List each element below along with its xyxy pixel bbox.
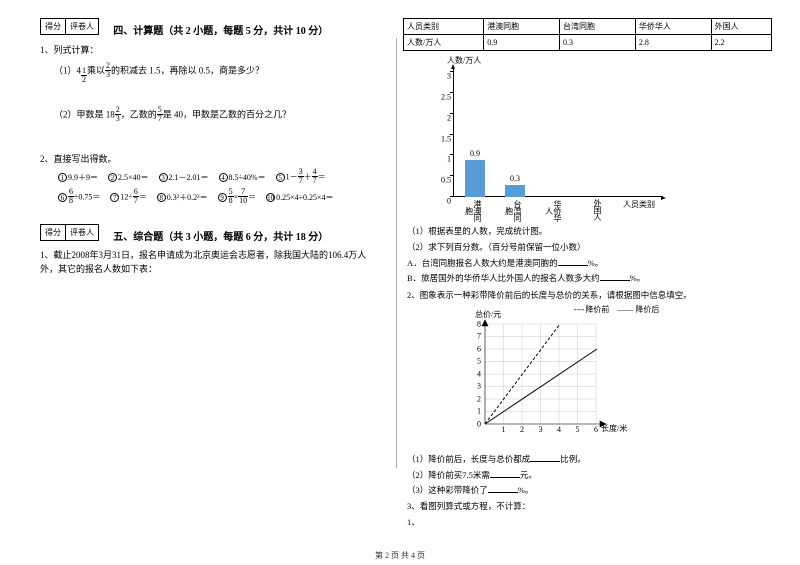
td: 2.2 — [711, 35, 771, 51]
left-column: 得分 评卷人 四、计算题（共 2 小题，每题 5 分，共计 10 分） 1、列式… — [0, 0, 385, 545]
td: 0.3 — [560, 35, 636, 51]
td: 2.8 — [635, 35, 711, 51]
arrow-up-icon — [451, 64, 455, 69]
q1a-post: 的积减去 1.5，再除以 0.5，商是多少？ — [111, 66, 264, 76]
lc-xtick: 5 — [576, 425, 580, 434]
s5-q1: 1、截止2008年3月31日，报名申请成为北京奥运会志愿者，除我国大陆的106.… — [40, 249, 373, 276]
expr-row-2: 668÷0.75＝ 712÷67＝ 80.3²＋0.2²＝ 958×710＝ 1… — [58, 189, 373, 206]
bar: 0.3 — [505, 185, 525, 198]
table-row: 人员类别 港澳同胞 台湾同胞 华侨华人 外国人 — [404, 19, 772, 35]
lc-ytick: 6 — [477, 344, 481, 353]
tick-label: 2.5 — [441, 92, 451, 101]
lc-xtick: 2 — [520, 425, 524, 434]
data-table: 人员类别 港澳同胞 台湾同胞 华侨华人 外国人 人数/万人 0.9 0.3 2.… — [403, 18, 772, 51]
category-label: 外国人 — [589, 199, 601, 220]
line-chart-svg — [473, 319, 633, 449]
q1a-pre: （1）4 — [54, 66, 81, 76]
lc-ytick: 2 — [477, 394, 481, 403]
q1a-mid: 乘以 — [87, 66, 105, 76]
th: 港澳同胞 — [484, 19, 560, 35]
bar: 0.9 — [465, 160, 485, 198]
score-box-4: 得分 评卷人 — [40, 18, 99, 35]
page-footer: 第 2 页 共 4 页 — [0, 550, 800, 561]
lc-xtick: 4 — [557, 425, 561, 434]
q2-a: （1）降价前后，长度与总价都成比例。 — [407, 453, 772, 466]
lc-ytick: 3 — [477, 382, 481, 391]
dash-icon: - - - - — [574, 305, 584, 314]
lc-xtick: 6 — [594, 425, 598, 434]
sq1-a: （1）根据表里的人数，完成统计图。 — [407, 225, 772, 238]
tick-label: 3 — [447, 72, 451, 81]
lc-xtick: 1 — [502, 425, 506, 434]
right-column: 人员类别 港澳同胞 台湾同胞 华侨华人 外国人 人数/万人 0.9 0.3 2.… — [385, 0, 800, 545]
blank — [558, 265, 588, 266]
lc-ytick: 1 — [477, 407, 481, 416]
lc-ytick: 5 — [477, 357, 481, 366]
x-axis-title: 人员类别 — [623, 199, 655, 210]
q1-intro: 1、列式计算： — [40, 43, 373, 57]
bar-chart: 人数/万人 人员类别 00.511.522.530.90.3港澳同胞台湾同胞华侨… — [453, 57, 663, 222]
expr-row-1: 19.9＋9＝ 22.5×40＝ 32.1－2.01＝ 48.5÷40%＝ 51… — [58, 169, 373, 186]
tick-label: 2 — [447, 113, 451, 122]
q1b: （2）甲数是 1823，乙数的57是 40，甲数是乙数的百分之几？ — [54, 107, 373, 124]
arrow-right-icon — [661, 196, 666, 200]
blank — [600, 280, 630, 281]
sq1-c: A．台湾同胞报名人数大约是港澳同胞的%。 — [407, 257, 772, 270]
th: 华侨华人 — [635, 19, 711, 35]
q1b-mid: ，乙数的 — [121, 110, 157, 120]
score-label: 得分 — [41, 19, 66, 34]
q2-b: （2）降价前买7.5米需元。 — [407, 469, 772, 482]
bar-label: 0.9 — [465, 149, 485, 158]
sq1-b: （2）求下列百分数。（百分号前保留一位小数） — [407, 241, 772, 254]
sq1-d: B．旅居国外的华侨华人比外国人的报名人数多大约%。 — [407, 272, 772, 285]
score-box-5: 得分 评卷人 — [40, 224, 99, 241]
th: 台湾同胞 — [560, 19, 636, 35]
category-label: 华侨华人 — [549, 199, 561, 222]
q2-intro: 2、直接写出得数。 — [40, 152, 373, 166]
tick-label: 1.5 — [441, 134, 451, 143]
th: 外国人 — [711, 19, 771, 35]
s5-q3: 3、看图列算式或方程，不计算： — [407, 500, 772, 513]
q1a: （1）412乘以23的积减去 1.5，再除以 0.5，商是多少？ — [54, 63, 373, 85]
category-label: 港澳同胞 — [469, 199, 481, 222]
category-label: 台湾同胞 — [509, 199, 521, 222]
lc-xtick: 3 — [539, 425, 543, 434]
section-4-title: 四、计算题（共 2 小题，每题 5 分，共计 10 分） — [113, 22, 328, 37]
q1b-pre: （2）甲数是 18 — [54, 110, 115, 120]
section-5-title: 五、综合题（共 3 小题，每题 6 分，共计 18 分） — [113, 228, 328, 243]
th: 人员类别 — [404, 19, 484, 35]
table-row: 人数/万人 0.9 0.3 2.8 2.2 — [404, 35, 772, 51]
tick-label: 1 — [447, 155, 451, 164]
tick-label: 0.5 — [441, 176, 451, 185]
solid-icon: —— — [617, 305, 633, 314]
q2-intro: 2、图象表示一种彩带降价前后的长度与总价的关系，请根据图中信息填空。 — [407, 289, 772, 302]
lc-ytick: 8 — [477, 319, 481, 328]
y-axis — [453, 67, 454, 197]
lc-ytick: 4 — [477, 369, 481, 378]
s5-q3-1: 1、 — [407, 516, 772, 529]
legend: - - - - 降价前 —— 降价后 — [461, 304, 772, 315]
line-chart: 总价/元 长度/米 012345678123456 — [473, 319, 633, 449]
bar-label: 0.3 — [505, 174, 525, 183]
reviewer-label: 评卷人 — [66, 19, 98, 34]
q1b-post: 是 40，甲数是乙数的百分之几？ — [163, 110, 291, 120]
tick-label: 0 — [447, 197, 451, 206]
lc-ytick: 0 — [477, 419, 481, 428]
td: 0.9 — [484, 35, 560, 51]
td: 人数/万人 — [404, 35, 484, 51]
lc-ytick: 7 — [477, 332, 481, 341]
q2-c: （3）这种彩带降价了%。 — [407, 484, 772, 497]
